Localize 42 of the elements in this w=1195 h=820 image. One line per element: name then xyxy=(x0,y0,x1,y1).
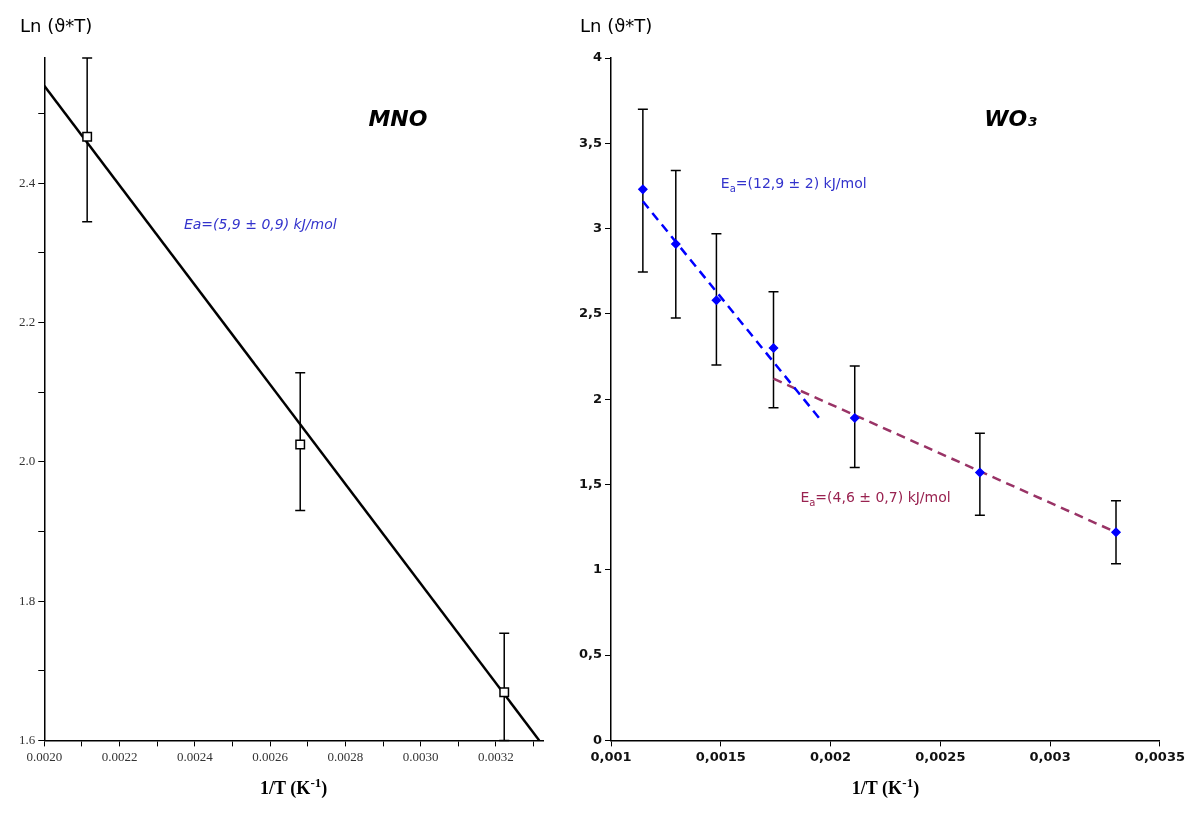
y-tick-label: 0 xyxy=(592,731,603,747)
x-tick-label: 0,0025 xyxy=(915,748,966,764)
x-tick-label: 0,001 xyxy=(590,748,632,764)
y-tick-label: 1,5 xyxy=(579,475,603,491)
x-tick-label: 0,0015 xyxy=(695,748,746,764)
y-tick-label: 1.6 xyxy=(19,731,36,747)
point xyxy=(295,439,306,450)
x-tick-label: 0.0028 xyxy=(327,748,364,764)
point xyxy=(671,239,681,249)
y-tick-label: 4 xyxy=(592,49,603,65)
point xyxy=(975,467,985,478)
y-tick-label: 0,5 xyxy=(579,646,603,662)
point xyxy=(82,131,93,142)
y-tick-label: 1.8 xyxy=(19,592,36,608)
y-axis-title: Ln (ϑ*T) xyxy=(20,15,93,36)
y-tick-label: 2,5 xyxy=(579,305,603,321)
text: WO₃ xyxy=(984,106,1038,132)
x-tick-label: 0.0032 xyxy=(478,748,514,764)
point xyxy=(499,687,510,698)
text: MNO xyxy=(368,106,428,132)
annotation: Ea=(5,9 ± 0,9) kJ/mol xyxy=(183,215,337,232)
x-tick-label: 0.0030 xyxy=(402,748,439,764)
point xyxy=(711,295,722,305)
x-tick-label: 0.0026 xyxy=(252,748,289,764)
y-tick-label: 3,5 xyxy=(579,134,603,150)
y-tick-label: 2.2 xyxy=(19,314,36,330)
x-tick-label: 0.0022 xyxy=(101,748,138,764)
x-tick-label: 0.0024 xyxy=(176,748,214,764)
y-axis-title: Ln (ϑ*T) xyxy=(580,15,653,36)
y-tick-label: 1 xyxy=(592,561,603,577)
x-tick-label: 0,0035 xyxy=(1134,748,1185,764)
point xyxy=(1111,527,1121,538)
x-tick-label: 0.0020 xyxy=(26,748,63,764)
x-tick-label: 0,003 xyxy=(1029,748,1071,764)
y-tick-label: 2 xyxy=(592,390,603,406)
x-tick-label: 0,002 xyxy=(810,748,852,764)
point xyxy=(768,343,779,353)
y-tick-label: 2.4 xyxy=(19,174,36,190)
point xyxy=(849,413,860,423)
y-tick-label: 2.0 xyxy=(19,453,36,469)
y-tick-label: 3 xyxy=(592,219,603,235)
point xyxy=(638,184,648,195)
